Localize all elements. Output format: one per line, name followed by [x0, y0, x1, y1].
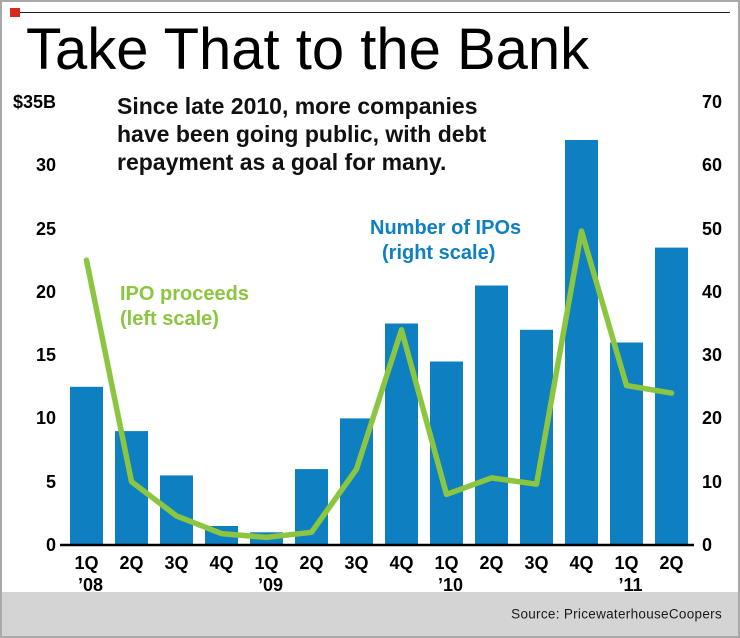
x-axis-quarter-label: 2Q — [119, 553, 144, 573]
x-axis-quarter-label: 2Q — [659, 553, 684, 573]
bar-series-label-name: Number of IPOs — [370, 217, 522, 239]
line-series-label: IPO proceeds (left scale) — [120, 282, 249, 332]
left-axis-tick: 0 — [45, 535, 56, 555]
left-axis-tick: 5 — [45, 471, 56, 492]
page-title: Take That to the Bank — [26, 17, 590, 82]
x-axis-quarter-label: 4Q — [389, 553, 414, 573]
red-accent-marker — [10, 8, 20, 17]
x-axis-quarter-label: 4Q — [569, 553, 594, 573]
right-axis-tick: 10 — [702, 471, 723, 492]
line-series-label-name: IPO proceeds — [120, 283, 249, 305]
x-axis-quarter-label: 1Q — [74, 553, 99, 573]
left-axis-tick: 30 — [35, 155, 56, 176]
x-axis-quarter-label: 1Q — [614, 553, 639, 573]
source-band: Source: PricewaterhouseCoopers — [2, 592, 738, 636]
x-axis-quarter-label: 2Q — [299, 553, 324, 573]
x-axis-quarter-label: 3Q — [164, 553, 189, 573]
x-axis-quarter-label: 1Q — [254, 553, 279, 573]
right-axis-tick: 20 — [702, 408, 723, 429]
subtitle-line-3: repayment as a goal for many. — [117, 149, 447, 175]
right-axis-tick: 70 — [702, 92, 723, 112]
left-axis-tick: 20 — [35, 281, 56, 302]
x-axis-year-label: ’10 — [437, 575, 464, 595]
chart-subtitle: Since late 2010, more companies have bee… — [117, 92, 486, 176]
bar-series-label-scale: (right scale) — [382, 242, 496, 264]
x-axis-quarter-label: 2Q — [479, 553, 504, 573]
right-axis-tick: 40 — [702, 281, 723, 302]
subtitle-line-2: have been going public, with debt — [117, 121, 487, 147]
x-axis-year-label: ’11 — [618, 575, 643, 595]
x-axis-year-label: ’09 — [257, 575, 284, 595]
x-axis-quarter-label: 3Q — [524, 553, 549, 573]
left-axis-tick: 10 — [35, 408, 56, 429]
top-rule — [10, 12, 730, 13]
subtitle-line-1: Since late 2010, more companies — [117, 93, 478, 119]
right-axis-tick: 30 — [702, 345, 723, 366]
left-axis-tick: 25 — [35, 218, 56, 239]
bar-series-label: Number of IPOs (right scale) — [370, 216, 521, 266]
x-axis-quarter-label: 1Q — [434, 553, 459, 573]
x-axis-year-label: ’08 — [77, 575, 104, 595]
source-text: Source: PricewaterhouseCoopers — [511, 606, 722, 622]
left-axis-tick: 15 — [35, 345, 56, 366]
right-axis-tick: 50 — [702, 218, 723, 239]
left-axis-tick: $35B — [12, 92, 56, 112]
right-axis-tick: 0 — [702, 535, 713, 555]
x-axis-quarter-label: 4Q — [209, 553, 234, 573]
line-series-label-scale: (left scale) — [120, 308, 219, 330]
right-axis-tick: 60 — [702, 155, 723, 176]
x-axis-quarter-label: 3Q — [344, 553, 369, 573]
